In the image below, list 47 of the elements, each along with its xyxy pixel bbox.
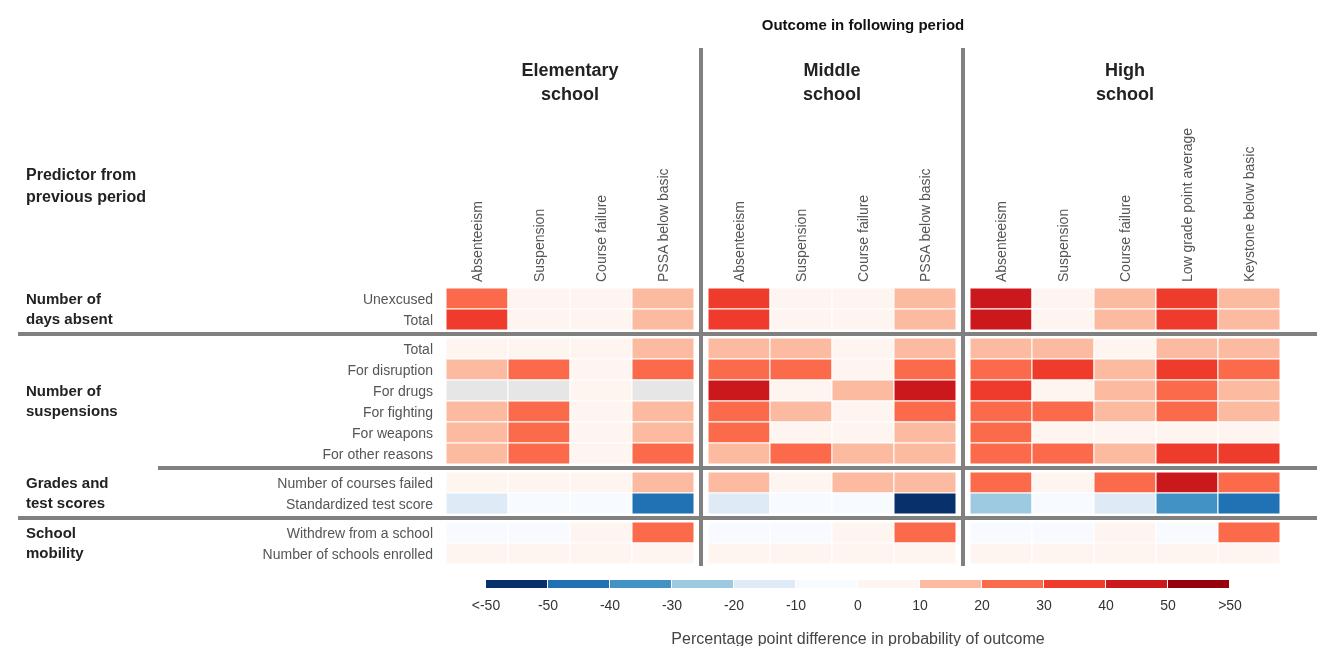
text: High school [1095,60,1155,104]
y-tick-label: For drugs [373,382,433,399]
x-tick-label: Course failure [855,194,871,282]
x-tick-label: PSSA below basic [655,168,671,282]
x-tick-label: Suspension [531,208,547,282]
x-tick-label: PSSA below basic [917,168,933,282]
color-bar-label: -30 [661,597,683,613]
x-tick-label: Low grade point average [1179,127,1195,282]
y-tick-label: Number of schools enrolled [262,545,433,562]
x-tick-label: Absenteeism [993,201,1009,282]
y-tick-label: Total [403,311,433,328]
color-bar-label: 0 [854,597,863,613]
color-bar-label: <-50 [471,597,501,613]
color-bar-label: 10 [912,597,928,613]
text: School mobility [26,524,85,561]
y-tick-label: Withdrew from a school [286,524,433,541]
y-tick-label: Number of courses failed [277,474,433,491]
x-tick-label: Suspension [793,208,809,282]
y-tick-label: For weapons [352,424,433,441]
x-tick-label: Course failure [1117,194,1133,282]
color-bar-label: -50 [537,597,559,613]
text: Middle school [802,60,862,104]
color-bar-label: >50 [1218,597,1243,613]
color-bar-label: 40 [1098,597,1114,613]
text: Number of suspensions [26,382,118,419]
chart-title: Outcome in following period [761,16,965,33]
y-tick-label: Total [403,340,433,357]
color-bar-label: 50 [1160,597,1176,613]
y-tick-label: For other reasons [322,445,433,462]
color-bar-label: -20 [723,597,745,613]
text: Grades and test scores [26,474,109,511]
y-tick-label: For disruption [347,361,433,378]
color-bar-label: 30 [1036,597,1052,613]
color-bar-label: 20 [974,597,990,613]
color-bar-label: -10 [785,597,807,613]
x-tick-label: Absenteeism [731,201,747,282]
y-tick-label: Unexcused [362,290,433,307]
text: Elementary school [521,60,619,104]
y-tick-label: Standardized test score [285,495,434,512]
x-tick-label: Course failure [593,194,609,282]
text: Predictor from previous period [26,166,147,205]
y-tick-label: For fighting [362,403,433,420]
color-bar-label: -40 [599,597,621,613]
text: Number of days absent [26,290,113,327]
x-tick-label: Keystone below basic [1241,146,1257,282]
x-tick-label: Suspension [1055,208,1071,282]
x-tick-label: Absenteeism [469,201,485,282]
